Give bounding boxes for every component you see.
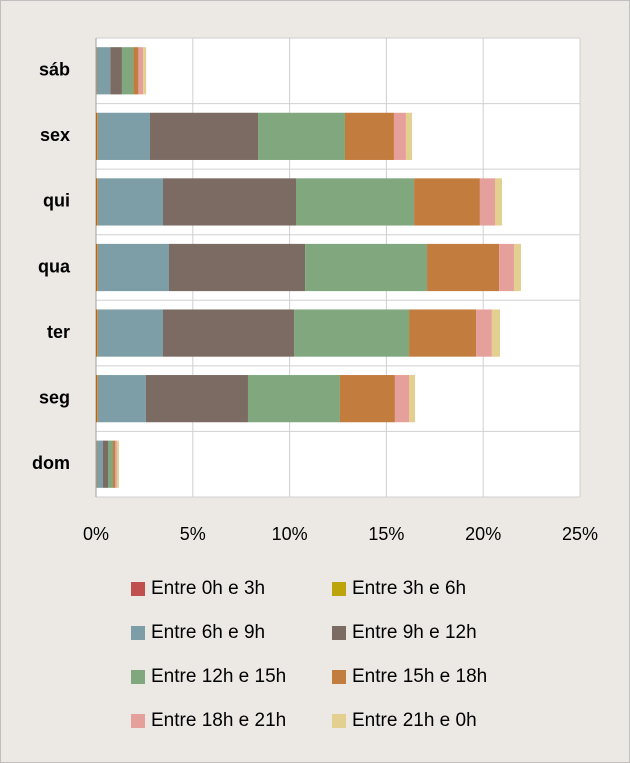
bar-segment <box>96 375 98 423</box>
legend-swatch <box>332 626 346 640</box>
bar-segment <box>339 375 395 423</box>
bar-segment <box>114 440 117 488</box>
bar-segment <box>258 112 345 160</box>
legend-swatch <box>332 714 346 728</box>
bar-segment <box>294 309 410 357</box>
y-tick-label: sex <box>40 125 70 145</box>
legend-label: Entre 6h e 9h <box>151 622 265 643</box>
bar-segment <box>96 243 97 292</box>
y-tick-label: ter <box>47 322 70 342</box>
legend-label: Entre 3h e 6h <box>352 578 466 599</box>
bar-segment <box>96 178 97 226</box>
bar-segment <box>295 178 415 226</box>
legend-label: Entre 12h e 15h <box>151 666 286 687</box>
bar-segment <box>427 243 500 292</box>
legend-swatch <box>332 670 346 684</box>
bar-segment <box>344 112 394 160</box>
legend-swatch <box>131 626 145 640</box>
x-tick-label: 25% <box>562 524 598 544</box>
bar-segment <box>102 440 109 488</box>
bar-segment <box>96 47 111 95</box>
bar-segment <box>97 178 163 226</box>
bar-segment <box>96 309 97 357</box>
bar-segment <box>405 112 412 160</box>
bar-segment <box>513 243 521 292</box>
x-tick-label: 0% <box>83 524 109 544</box>
y-tick-label: qua <box>38 256 71 276</box>
bar-segment <box>97 309 163 357</box>
legend-label: Entre 9h e 12h <box>352 622 477 643</box>
bar-segment <box>476 309 492 357</box>
legend-label: Entre 15h e 18h <box>352 666 487 687</box>
legend-label: Entre 0h e 3h <box>151 578 265 599</box>
legend-swatch <box>131 670 145 684</box>
bar-segment <box>121 47 134 95</box>
bar-segment <box>499 243 514 292</box>
bar-segment <box>97 375 146 423</box>
y-tick-label: sáb <box>39 60 70 80</box>
y-tick-label: seg <box>39 387 70 407</box>
bar-segment <box>393 112 406 160</box>
bar-segment <box>414 178 480 226</box>
x-tick-label: 15% <box>368 524 404 544</box>
legend-swatch <box>131 582 145 596</box>
bar-segment <box>97 112 151 160</box>
bar-segment <box>305 243 428 292</box>
x-tick-label: 20% <box>465 524 501 544</box>
bar-segment <box>108 440 114 488</box>
y-tick-label: dom <box>32 453 70 473</box>
bar-segment <box>491 309 501 357</box>
legend-swatch <box>131 714 145 728</box>
bar-segment <box>394 375 410 423</box>
x-tick-label: 10% <box>272 524 308 544</box>
bar-segment <box>133 47 139 95</box>
x-tick-label: 5% <box>180 524 206 544</box>
bar-segment <box>96 112 98 160</box>
legend-swatch <box>332 582 346 596</box>
y-tick-label: qui <box>43 191 70 211</box>
bar-segment <box>96 178 98 226</box>
bar-segment <box>162 178 296 226</box>
bar-segment <box>145 375 248 423</box>
bar-segment <box>96 112 97 160</box>
bar-segment <box>143 47 147 95</box>
bar-segment <box>479 178 496 226</box>
bar-segment <box>247 375 340 423</box>
bar-segment <box>150 112 259 160</box>
bar-segment <box>168 243 306 292</box>
bar-segment <box>97 243 169 292</box>
bar-segment <box>495 178 502 226</box>
legend-label: Entre 21h e 0h <box>352 710 477 731</box>
bar-segment <box>409 375 416 423</box>
bar-segment <box>96 309 98 357</box>
bar-segment <box>96 375 97 423</box>
bar-segment <box>96 440 103 488</box>
bar-segment <box>116 440 119 488</box>
bar-segment <box>113 440 115 488</box>
bar-segment <box>162 309 295 357</box>
bar-segment <box>110 47 122 95</box>
bar-segment <box>96 243 98 292</box>
legend-label: Entre 18h e 21h <box>151 710 286 731</box>
bar-segment <box>138 47 144 95</box>
bar-segment <box>409 309 477 357</box>
